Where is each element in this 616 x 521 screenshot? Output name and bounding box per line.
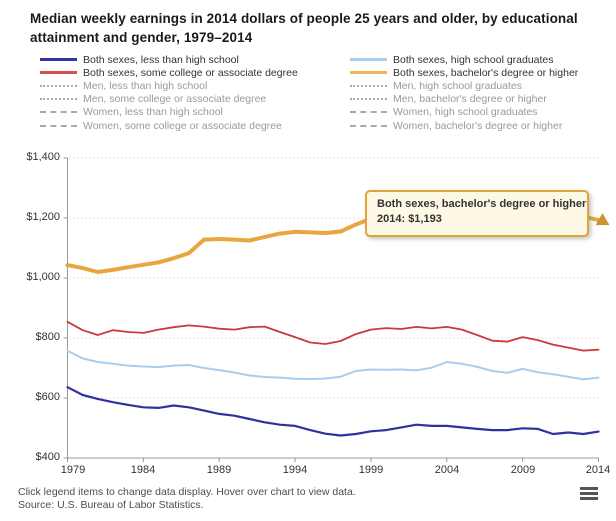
legend-item-label: Men, some college or associate degree: [83, 93, 267, 106]
legend-line-swatch: [350, 124, 387, 127]
y-axis-label: $600: [35, 391, 60, 403]
legend-item-men-bachelors[interactable]: Men, bachelor's degree or higher: [350, 93, 578, 106]
y-axis-label: $800: [35, 331, 60, 343]
tooltip-series-name: Both sexes, bachelor's degree or higher: [377, 198, 587, 210]
legend-line-swatch: [350, 58, 387, 62]
legend-line-swatch: [40, 84, 77, 87]
legend-item-both-some-college[interactable]: Both sexes, some college or associate de…: [40, 66, 298, 79]
legend-item-label: Women, less than high school: [83, 106, 223, 119]
legend-item-men-some-college[interactable]: Men, some college or associate degree: [40, 93, 298, 106]
x-axis-label: 2004: [434, 464, 460, 476]
legend-item-women-hs-grads[interactable]: Women, high school graduates: [350, 106, 578, 119]
legend-item-label: Men, less than high school: [83, 79, 208, 92]
legend-item-label: Both sexes, high school graduates: [393, 53, 554, 66]
legend-item-both-less-than-hs[interactable]: Both sexes, less than high school: [40, 53, 298, 66]
legend-item-label: Both sexes, some college or associate de…: [83, 66, 298, 79]
x-axis-label: 1994: [282, 464, 308, 476]
hamburger-icon: [580, 487, 598, 500]
legend-item-label: Women, some college or associate degree: [83, 119, 282, 132]
legend-item-label: Both sexes, less than high school: [83, 53, 239, 66]
page-title: Median weekly earnings in 2014 dollars o…: [30, 11, 578, 45]
footer-source: Source: U.S. Bureau of Labor Statistics.: [18, 499, 204, 511]
y-axis-label: $1,000: [26, 271, 60, 283]
legend-line-swatch: [350, 111, 387, 114]
chart-legend: Both sexes, less than high school Both s…: [0, 53, 616, 137]
legend-item-label: Men, high school graduates: [393, 79, 522, 92]
legend-line-swatch: [350, 84, 387, 87]
legend-item-women-less-than-hs[interactable]: Women, less than high school: [40, 106, 298, 119]
x-axis-label: 1979: [60, 464, 86, 476]
legend-item-label: Both sexes, bachelor's degree or higher: [393, 66, 579, 79]
legend-item-men-less-than-hs[interactable]: Men, less than high school: [40, 79, 298, 92]
x-axis-label: 2009: [510, 464, 536, 476]
legend-item-women-bachelors[interactable]: Women, bachelor's degree or higher: [350, 119, 578, 132]
legend-item-label: Men, bachelor's degree or higher: [393, 93, 547, 106]
x-axis-label: 1984: [130, 464, 156, 476]
legend-column-left: Both sexes, less than high school Both s…: [40, 53, 298, 132]
x-axis-label: 1999: [358, 464, 384, 476]
x-axis-label: 1989: [206, 464, 232, 476]
legend-line-swatch: [40, 71, 77, 75]
y-axis-label: $1,200: [26, 211, 60, 223]
legend-column-right: Both sexes, high school graduates Both s…: [350, 53, 578, 132]
legend-item-both-hs-grads[interactable]: Both sexes, high school graduates: [350, 53, 578, 66]
legend-item-both-bachelors[interactable]: Both sexes, bachelor's degree or higher: [350, 66, 578, 79]
legend-line-swatch: [40, 124, 77, 127]
legend-item-men-hs-grads[interactable]: Men, high school graduates: [350, 79, 578, 92]
x-axis-label: 2014: [585, 464, 611, 476]
legend-line-swatch: [40, 111, 77, 114]
legend-item-label: Women, bachelor's degree or higher: [393, 119, 563, 132]
legend-line-swatch: [40, 58, 77, 62]
footer-hint: Click legend items to change data displa…: [18, 486, 356, 498]
legend-line-swatch: [40, 98, 77, 101]
legend-item-women-some-college[interactable]: Women, some college or associate degree: [40, 119, 298, 132]
legend-line-swatch: [350, 98, 387, 101]
legend-item-label: Women, high school graduates: [393, 106, 538, 119]
y-axis-label: $1,400: [26, 151, 60, 163]
y-axis-label: $400: [35, 451, 60, 463]
hover-tooltip: Both sexes, bachelor's degree or higher …: [365, 190, 589, 237]
tooltip-value: 2014: $1,193: [377, 213, 442, 225]
legend-line-swatch: [350, 71, 387, 75]
chart-menu-button[interactable]: [580, 487, 598, 500]
